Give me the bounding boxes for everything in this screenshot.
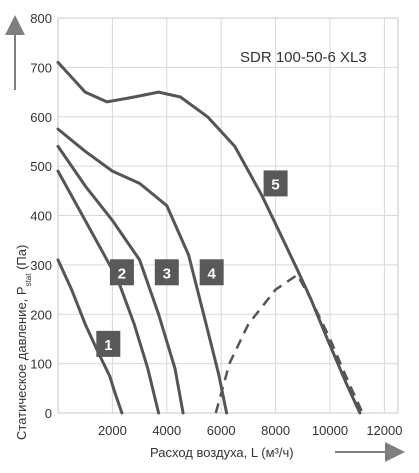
system-curve bbox=[214, 272, 364, 414]
y-tick-label: 500 bbox=[30, 159, 52, 174]
system-curve-layer bbox=[214, 272, 364, 414]
x-tick-label: 6000 bbox=[207, 423, 236, 438]
curve-marker-3: 3 bbox=[154, 259, 179, 286]
curve-marker-label: 2 bbox=[118, 265, 126, 282]
curve-markers: 1 2 3 4 5 bbox=[96, 170, 288, 357]
fan-curve-5 bbox=[56, 60, 362, 415]
curve-marker-label: 5 bbox=[271, 176, 279, 193]
curve-marker-label: 1 bbox=[104, 337, 112, 354]
fan-curve-4 bbox=[56, 127, 229, 415]
curve-marker-label: 4 bbox=[208, 265, 217, 282]
grid bbox=[58, 17, 398, 414]
curve-marker-box bbox=[96, 330, 121, 357]
chart-title: SDR 100-50-6 XL3 bbox=[240, 49, 367, 66]
fan-curve-3 bbox=[56, 144, 185, 415]
curve-marker-box bbox=[154, 259, 179, 286]
y-tick-label: 300 bbox=[30, 258, 52, 273]
x-tick-label: 2000 bbox=[98, 423, 127, 438]
x-axis-label: Расход воздуха, L (м³/ч) bbox=[150, 445, 294, 460]
curve-marker-box bbox=[199, 259, 224, 286]
y-tick-label: 200 bbox=[30, 307, 52, 322]
y-axis-label-unit: (Па) bbox=[14, 245, 29, 274]
curve-marker-box bbox=[109, 259, 134, 286]
y-tick-label: 600 bbox=[30, 110, 52, 125]
y-tick-label: 800 bbox=[30, 11, 52, 26]
curve-marker-4: 4 bbox=[199, 259, 224, 286]
curve-marker-label: 3 bbox=[163, 265, 171, 282]
curve-marker-5: 5 bbox=[263, 170, 288, 197]
fan-curves bbox=[56, 60, 362, 415]
curve-marker-2: 2 bbox=[109, 259, 134, 286]
y-axis-label-main: Статическое давление, P bbox=[14, 286, 29, 440]
y-tick-label: 100 bbox=[30, 357, 52, 372]
y-axis-label: Статическое давление, Pstat (Па) bbox=[14, 245, 33, 440]
curve-marker-box bbox=[263, 170, 288, 197]
x-tick-label: 4000 bbox=[152, 423, 181, 438]
x-tick-label: 8000 bbox=[261, 423, 290, 438]
y-tick-label: 700 bbox=[30, 60, 52, 75]
curve-marker-1: 1 bbox=[96, 330, 121, 357]
x-tick-label: 12000 bbox=[366, 423, 402, 438]
y-tick-label: 0 bbox=[45, 406, 52, 421]
x-tick-label: 10000 bbox=[312, 423, 348, 438]
y-axis-ticks: 0 100 200 300 400 500 600 700 800 bbox=[30, 11, 52, 421]
x-axis-ticks: 2000 4000 6000 8000 10000 12000 bbox=[98, 423, 403, 438]
y-axis-label-sub: stat bbox=[24, 273, 33, 287]
y-tick-label: 400 bbox=[30, 209, 52, 224]
